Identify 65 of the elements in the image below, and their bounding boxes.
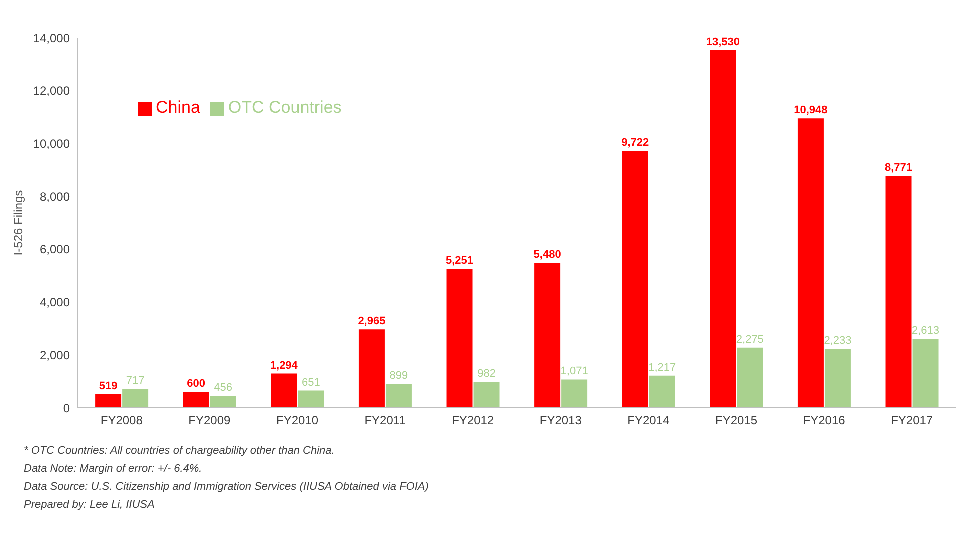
bar [386,384,412,408]
x-tick-label: FY2010 [276,414,319,428]
data-label: 651 [302,376,320,389]
text: * OTC Countries: All countries of chargeability other than China. [24,444,336,459]
data-label: 10,948 [794,104,828,117]
bar [271,374,298,408]
x-tick-label: FY2011 [364,414,406,428]
bar [649,376,676,408]
data-label: 5,251 [446,255,474,268]
data-label: 1,217 [648,362,676,374]
x-tick-label: FY2013 [540,414,582,428]
legend-label: China [156,98,200,117]
text: Data Note: Margin of error: +/- 6.4%. [24,462,204,477]
data-label: 9,722 [622,137,650,150]
legend-label: OTC Countries [228,98,342,117]
data-label: 519 [99,380,118,392]
data-label: 982 [478,368,496,380]
x-tick-label: FY2012 [452,414,494,428]
x-tick-label: FY2009 [188,414,232,428]
data-label: 2,613 [912,324,940,337]
y-tick-label: 14,000 [33,31,70,46]
data-label: 2,275 [736,334,764,346]
bar [534,263,561,408]
bar [886,176,912,408]
data-label: 5,480 [534,249,562,262]
bar [737,348,764,408]
data-label: 2,233 [824,334,852,347]
bar [824,348,851,408]
y-tick-label: 0 [63,401,70,416]
y-tick-label: 2,000 [40,348,70,362]
data-label: 13,530 [706,36,740,48]
bar [622,151,648,408]
x-tick-label: FY2008 [100,414,144,428]
bar [710,50,736,408]
text: Prepared by: Lee Li, IIUSA [24,498,156,513]
data-label: 8,771 [884,162,913,174]
data-label: 717 [126,375,145,388]
x-tick-label: FY2015 [715,414,758,428]
data-label: 1,294 [270,360,299,372]
y-tick-label: 10,000 [33,136,70,151]
y-tick-label: 8,000 [40,190,70,204]
bar [446,269,473,408]
bar [474,382,500,408]
y-tick-label: 4,000 [40,296,70,310]
bar [298,390,324,408]
data-label: 600 [187,378,206,390]
data-label: 899 [390,370,408,382]
x-tick-label: FY2014 [628,414,670,428]
bar [912,338,939,408]
x-tick-label: FY2016 [803,414,846,428]
data-label: 456 [214,382,233,394]
bar [183,392,210,408]
y-tick-label: 6,000 [40,242,70,257]
data-label: 2,965 [358,316,386,328]
bar [798,118,824,408]
bar [562,380,588,408]
y-axis-title: I-526 Filings [11,190,26,256]
bar [96,394,122,408]
x-tick-label: FY2017 [891,414,934,428]
bar [122,389,149,408]
bar [210,396,236,408]
data-label: 1,071 [560,366,588,378]
bar [358,330,385,408]
y-tick-label: 12,000 [33,84,70,98]
source-note: Data Source: U.S. Citizenship and Immigration Services (IIUSA Obtained via FOIA) [24,480,430,495]
